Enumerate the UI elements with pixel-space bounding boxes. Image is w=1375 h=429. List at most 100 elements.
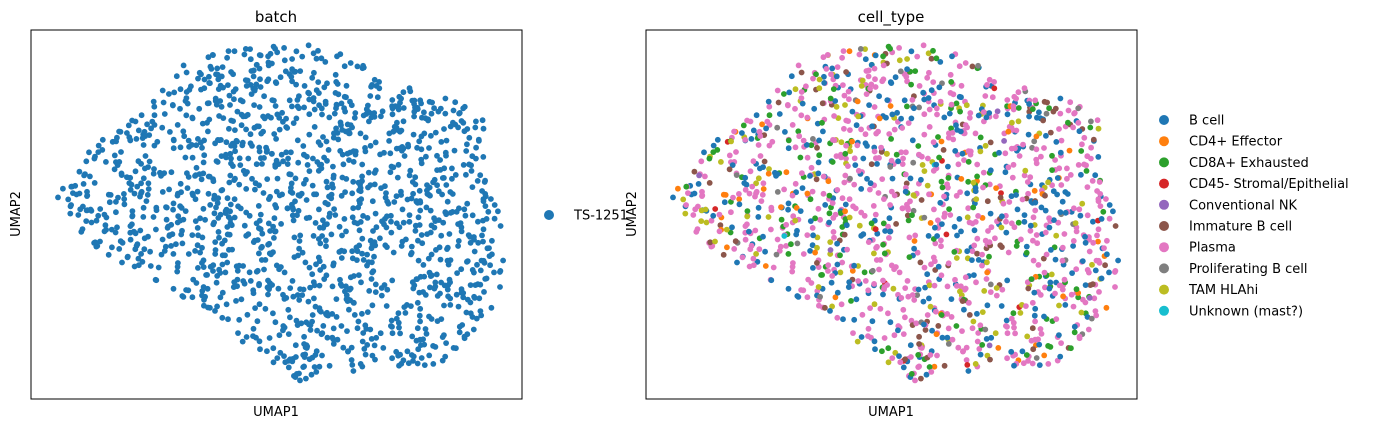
scatter-point bbox=[70, 190, 76, 197]
scatter-point bbox=[1008, 193, 1015, 200]
scatter-point bbox=[449, 175, 455, 182]
scatter-point bbox=[367, 93, 374, 99]
scatter-point bbox=[903, 180, 910, 187]
scatter-point bbox=[948, 79, 955, 85]
scatter-point bbox=[934, 111, 940, 118]
scatter-point bbox=[1050, 108, 1057, 115]
scatter-point bbox=[225, 48, 232, 54]
scatter-point bbox=[251, 102, 257, 108]
scatter-point bbox=[350, 178, 357, 185]
scatter-point bbox=[321, 154, 327, 161]
scatter-point bbox=[969, 257, 975, 263]
scatter-point bbox=[784, 102, 791, 108]
scatter-point bbox=[811, 105, 818, 112]
scatter-point bbox=[418, 146, 425, 153]
scatter-point bbox=[182, 154, 189, 161]
scatter-point bbox=[441, 165, 448, 172]
scatter-point bbox=[333, 101, 340, 108]
scatter-point bbox=[857, 46, 864, 52]
scatter-point bbox=[214, 200, 221, 207]
scatter-point bbox=[195, 265, 201, 271]
scatter-point bbox=[1023, 243, 1030, 250]
scatter-point bbox=[832, 294, 839, 301]
scatter-point bbox=[845, 284, 852, 290]
scatter-point bbox=[1021, 212, 1028, 219]
scatter-point bbox=[115, 194, 121, 201]
scatter-point bbox=[384, 244, 390, 251]
scatter-point bbox=[399, 206, 406, 213]
scatter-point bbox=[964, 190, 971, 197]
scatter-point bbox=[702, 173, 708, 180]
scatter-point bbox=[326, 114, 333, 121]
scatter-point bbox=[84, 192, 91, 199]
scatter-point bbox=[306, 321, 312, 328]
scatter-point bbox=[349, 248, 356, 255]
scatter-point bbox=[457, 220, 464, 227]
scatter-point bbox=[403, 236, 409, 243]
scatter-point bbox=[170, 137, 177, 144]
scatter-point bbox=[437, 256, 444, 263]
scatter-point bbox=[958, 82, 965, 89]
scatter-point bbox=[766, 103, 773, 110]
scatter-point bbox=[406, 218, 413, 225]
scatter-point bbox=[293, 81, 299, 88]
scatter-point bbox=[216, 234, 222, 241]
scatter-point bbox=[1033, 146, 1040, 153]
scatter-point bbox=[257, 211, 264, 218]
scatter-point bbox=[318, 331, 325, 338]
scatter-point bbox=[842, 201, 849, 208]
scatter-point bbox=[308, 371, 315, 378]
scatter-point bbox=[1038, 330, 1045, 337]
scatter-point bbox=[76, 168, 83, 175]
scatter-point bbox=[372, 356, 378, 363]
scatter-point bbox=[443, 340, 449, 346]
scatter-point bbox=[830, 229, 837, 235]
scatter-point bbox=[394, 174, 401, 181]
scatter-point bbox=[1041, 145, 1047, 151]
scatter-point bbox=[1002, 169, 1009, 176]
scatter-point bbox=[326, 210, 333, 217]
scatter-point bbox=[897, 68, 904, 75]
scatter-point bbox=[423, 330, 430, 337]
scatter-point bbox=[338, 323, 345, 329]
scatter-point bbox=[189, 294, 196, 301]
scatter-point bbox=[219, 187, 226, 193]
scatter-point bbox=[310, 233, 317, 239]
scatter-point bbox=[488, 304, 495, 311]
scatter-point bbox=[211, 219, 218, 226]
scatter-point bbox=[955, 161, 962, 168]
scatter-point bbox=[113, 138, 119, 145]
scatter-point bbox=[240, 113, 247, 120]
scatter-point bbox=[1096, 179, 1103, 185]
legend-marker bbox=[1159, 284, 1169, 295]
scatter-point bbox=[953, 255, 960, 261]
scatter-point bbox=[1047, 279, 1054, 286]
scatter-point bbox=[389, 277, 396, 284]
scatter-point bbox=[206, 80, 213, 86]
scatter-point bbox=[170, 200, 177, 207]
scatter-point bbox=[783, 169, 790, 176]
scatter-point bbox=[979, 342, 986, 348]
scatter-point bbox=[208, 66, 215, 72]
scatter-point bbox=[695, 181, 702, 187]
scatter-point bbox=[411, 101, 417, 107]
scatter-point bbox=[1033, 355, 1040, 361]
scatter-point bbox=[872, 84, 879, 90]
scatter-point bbox=[480, 226, 487, 233]
scatter-point bbox=[1021, 172, 1028, 179]
scatter-point bbox=[1097, 203, 1104, 210]
scatter-point bbox=[905, 217, 912, 224]
scatter-point bbox=[389, 97, 396, 103]
scatter-point bbox=[915, 143, 922, 149]
scatter-point bbox=[983, 114, 990, 121]
scatter-point bbox=[460, 119, 467, 126]
scatter-point bbox=[816, 85, 823, 92]
scatter-point bbox=[368, 114, 375, 121]
scatter-point bbox=[887, 202, 893, 208]
scatter-point bbox=[320, 323, 327, 329]
scatter-point bbox=[171, 89, 178, 96]
scatter-point bbox=[464, 141, 470, 148]
scatter-point bbox=[865, 333, 871, 339]
scatter-point bbox=[1092, 172, 1099, 179]
